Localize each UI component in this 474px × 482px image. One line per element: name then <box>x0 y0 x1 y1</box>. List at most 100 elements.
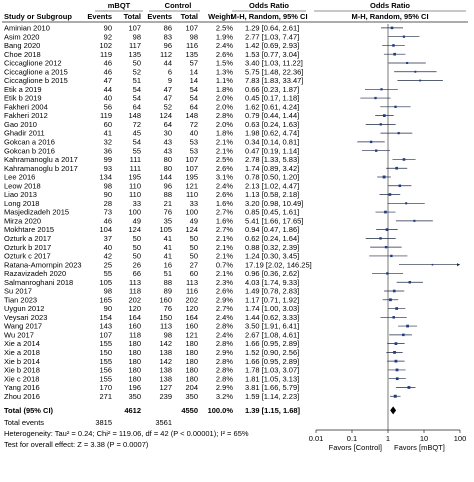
total-ctrl: 27 <box>190 260 198 269</box>
study-name: Uygun 2012 <box>4 304 44 313</box>
events-exp: 155 <box>99 357 112 366</box>
study-name: Salmanroghani 2018 <box>4 278 73 287</box>
total-exp: 50 <box>133 252 141 261</box>
ci-text: 3.50 [1.91, 6.41] <box>245 322 299 331</box>
events-ctrl: 86 <box>164 24 172 33</box>
effect-square <box>393 350 396 354</box>
header-events-exp: Events <box>87 12 112 21</box>
events-ctrl: 41 <box>164 252 172 261</box>
total-exp: 55 <box>133 146 141 155</box>
total-events-ctrl: 3561 <box>155 418 172 427</box>
total-ctrl: 50 <box>190 234 198 243</box>
study-name: Mirza 2020 <box>4 216 41 225</box>
study-name: Ciccaglione 2012 <box>4 59 62 68</box>
weight: 1.8% <box>216 129 233 138</box>
weight: 2.8% <box>216 374 233 383</box>
weight: 2.1% <box>216 138 233 147</box>
events-exp: 154 <box>99 313 112 322</box>
total-exp: 180 <box>128 348 141 357</box>
events-exp: 105 <box>99 278 112 287</box>
ci-text: 1.66 [0.95, 2.89] <box>245 357 299 366</box>
events-exp: 60 <box>104 120 112 129</box>
effect-square <box>390 254 393 258</box>
events-exp: 98 <box>104 287 112 296</box>
axis-tick-label: 1 <box>386 434 390 443</box>
total-exp: 98 <box>133 32 141 41</box>
total-ctrl: 54 <box>190 85 198 94</box>
study-name: Tian 2023 <box>4 295 37 304</box>
total-exp: 110 <box>129 181 141 190</box>
ci-text: 0.45 [0.17, 1.18] <box>245 94 299 103</box>
effect-square <box>398 184 402 188</box>
total-exp: 52 <box>133 67 141 76</box>
total-exp: 350 <box>128 392 141 401</box>
total-ctrl: 180 <box>185 366 198 375</box>
ci-text: 0.47 [0.19, 1.14] <box>245 146 299 155</box>
study-name: Zhou 2016 <box>4 392 40 401</box>
header-total-exp: Total <box>124 12 141 21</box>
total-ctrl: 98 <box>190 32 198 41</box>
weight: 3.2% <box>216 392 233 401</box>
effect-square <box>402 333 405 337</box>
weight: 2.1% <box>216 269 233 278</box>
study-name: Xie c 2018 <box>4 374 39 383</box>
effect-square <box>389 298 392 302</box>
events-exp: 32 <box>104 138 112 147</box>
ci-text: 0.66 [0.23, 1.87] <box>245 85 299 94</box>
effect-square <box>419 79 422 82</box>
total-exp: 148 <box>128 111 141 120</box>
study-name: Masjedizadeh 2015 <box>4 208 69 217</box>
events-exp: 46 <box>104 216 112 225</box>
total-diamond <box>390 406 397 415</box>
ci-text: 1.17 [0.71, 1.92] <box>245 295 299 304</box>
study-name: Liao 2013 <box>4 190 37 199</box>
events-ctrl: 89 <box>164 287 172 296</box>
total-exp: 118 <box>129 330 141 339</box>
header-or-group: Odds Ratio <box>249 1 289 10</box>
effect-square <box>386 272 389 275</box>
weight: 2.6% <box>216 287 233 296</box>
events-exp: 134 <box>99 173 112 182</box>
ci-text: 0.62 [0.24, 1.64] <box>245 234 299 243</box>
study-name: Fakheri 2012 <box>4 111 48 120</box>
effect-square <box>402 158 406 161</box>
events-ctrl: 76 <box>164 304 172 313</box>
weight: 2.8% <box>216 366 233 375</box>
header-or-plot-group: Odds Ratio <box>370 1 410 10</box>
weight: 2.9% <box>216 295 233 304</box>
weight: 2.4% <box>216 41 233 50</box>
study-name: Veysari 2023 <box>4 313 47 322</box>
ci-text: 1.29 [0.64, 2.61] <box>245 24 299 33</box>
events-ctrl: 83 <box>164 32 172 41</box>
total-ctrl: 116 <box>186 41 198 50</box>
events-ctrl: 76 <box>164 208 172 217</box>
events-ctrl: 52 <box>164 102 172 111</box>
events-ctrl: 47 <box>164 85 172 94</box>
events-exp: 156 <box>99 366 112 375</box>
total-exp: 66 <box>133 269 141 278</box>
study-name: Ciccaglione a 2015 <box>4 67 68 76</box>
events-ctrl: 124 <box>159 111 172 120</box>
events-exp: 90 <box>104 190 112 199</box>
effect-square <box>395 368 399 372</box>
events-ctrl: 98 <box>164 330 172 339</box>
events-ctrl: 239 <box>159 392 172 401</box>
x-axis: 0.01 0.1 1 10 100 Favors [Control] Favors [mBQ… <box>309 24 466 452</box>
study-name: Kahramanoglu a 2017 <box>4 155 78 164</box>
events-exp: 165 <box>99 295 112 304</box>
total-ctrl: 110 <box>186 190 198 199</box>
total-exp: 50 <box>133 234 141 243</box>
effect-square <box>369 140 373 144</box>
effect-square <box>384 210 387 214</box>
ci-text: 1.74 [1.00, 3.03] <box>245 304 299 313</box>
ci-text: 1.52 [0.90, 2.56] <box>245 348 299 357</box>
events-exp: 143 <box>99 322 112 331</box>
events-ctrl: 41 <box>164 234 172 243</box>
ci-text: 1.62 [0.61, 4.24] <box>245 102 299 111</box>
total-exp: 180 <box>128 374 141 383</box>
ci-text: 0.88 [0.32, 2.39] <box>245 243 299 252</box>
study-name: Fakheri 2004 <box>4 102 48 111</box>
weight: 2.1% <box>216 234 233 243</box>
events-ctrl: 43 <box>164 138 172 147</box>
study-name: Gokcan a 2016 <box>4 138 55 147</box>
